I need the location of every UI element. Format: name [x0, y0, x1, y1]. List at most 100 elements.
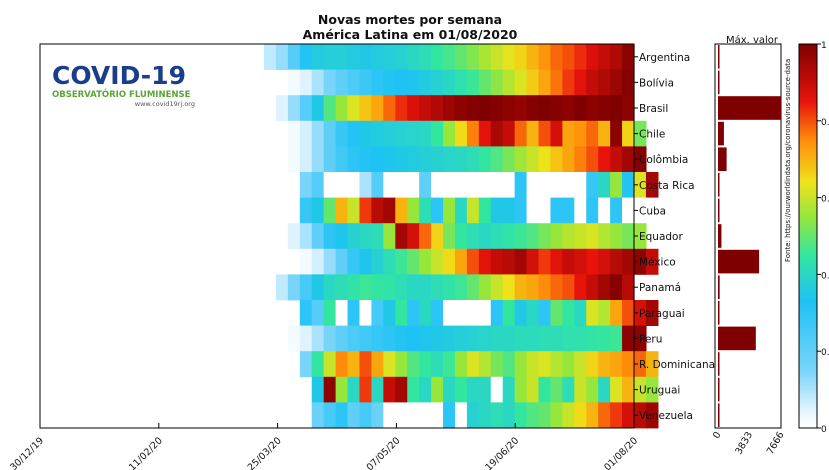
heatmap-cell [490, 146, 504, 173]
heatmap-cell [562, 274, 575, 301]
max-panel-title: Máx. valor [726, 34, 779, 46]
heatmap-cell [466, 325, 480, 352]
heatmap-cell [395, 44, 408, 70]
x-tick-label: 01/08/20 [602, 435, 640, 470]
heatmap-cell [431, 300, 444, 326]
heatmap-cell [526, 44, 540, 70]
heatmap-cell [478, 120, 492, 147]
heatmap-cell [311, 248, 325, 275]
heatmap-cell [526, 95, 540, 122]
heatmap-cell [502, 300, 516, 326]
heatmap-cell [502, 325, 516, 352]
heatmap-cell [299, 325, 313, 352]
heatmap-cell [311, 44, 325, 70]
heatmap-cell [502, 402, 516, 429]
heatmap-cell [562, 351, 575, 378]
heatmap-cell [466, 197, 480, 224]
heatmap-cell [478, 402, 492, 429]
heatmap-cell [323, 300, 337, 326]
heatmap-cell [311, 274, 325, 301]
heatmap-cell [359, 69, 373, 96]
heatmap-cell [550, 172, 563, 198]
heatmap-cell [419, 120, 432, 147]
heatmap-cell [443, 197, 456, 224]
heatmap-cell [586, 248, 599, 275]
heatmap-cell [550, 197, 563, 224]
heatmap-cell [383, 300, 396, 326]
heatmap-cell [323, 69, 337, 96]
country-label: Equador [639, 231, 683, 243]
heatmap-cell [526, 402, 540, 429]
heatmap-cell [419, 223, 432, 250]
heatmap-cell [598, 351, 611, 378]
colorbar-tick-label: 0. [821, 195, 829, 205]
country-label: México [639, 257, 676, 269]
heatmap-cell [598, 402, 611, 429]
heatmap-cell [645, 300, 659, 326]
heatmap-cell [634, 223, 647, 250]
max-value-bar [718, 301, 720, 325]
heatmap-cell [335, 300, 349, 326]
heatmap-cell [634, 248, 647, 275]
heatmap-cell [299, 69, 313, 96]
heatmap-cell [431, 351, 444, 378]
heatmap-cell [347, 274, 361, 301]
heatmap-cell [419, 274, 432, 301]
heatmap-cell [538, 300, 552, 326]
heatmap-cell [359, 274, 373, 301]
heatmap-cell [622, 146, 635, 173]
heatmap-cell [371, 172, 384, 198]
heatmap-cell [311, 95, 325, 122]
heatmap-cell [622, 351, 635, 378]
heatmap-cell [538, 69, 552, 96]
heatmap-cell [586, 351, 599, 378]
heatmap-cell [514, 146, 528, 173]
max-value-tick-label: 0 [711, 430, 724, 441]
heatmap-cell [299, 44, 313, 70]
heatmap-cell [645, 172, 659, 198]
heatmap-cell [466, 274, 480, 301]
heatmap-cell [550, 69, 563, 96]
heatmap-cell [622, 248, 635, 275]
heatmap-cell [550, 95, 563, 122]
heatmap-cell [586, 69, 599, 96]
heatmap-cell [502, 120, 516, 147]
heatmap-cell [514, 325, 528, 352]
country-label: Colômbia [639, 154, 688, 166]
heatmap-cell [264, 44, 277, 70]
heatmap-cell [407, 120, 420, 147]
heatmap-cell [311, 325, 325, 352]
heatmap-cell [359, 376, 373, 403]
heatmap-cell [586, 402, 599, 429]
heatmap-cell [347, 223, 361, 250]
heatmap-cell [514, 351, 528, 378]
heatmap-cell [598, 197, 611, 224]
heatmap-cell [454, 95, 468, 122]
heatmap-cell [490, 376, 504, 403]
heatmap-cell [347, 44, 361, 70]
heatmap-cell [550, 351, 563, 378]
max-value-bar [718, 403, 720, 427]
heatmap-cell [574, 44, 587, 70]
heatmap-cell [466, 248, 480, 275]
heatmap-cell [443, 274, 456, 301]
heatmap-cell [395, 402, 408, 429]
heatmap-cell [454, 325, 468, 352]
heatmap-cell [538, 197, 552, 224]
chart-subtitle: América Latina em 01/08/2020 [303, 27, 518, 42]
heatmap-cell [586, 223, 599, 250]
heatmap-cell [526, 69, 540, 96]
heatmap-cell [287, 223, 301, 250]
heatmap-cell [502, 146, 516, 173]
heatmap-cell [610, 69, 623, 96]
heatmap-cell [407, 69, 420, 96]
heatmap-cell [407, 172, 420, 198]
heatmap-cell [550, 146, 563, 173]
heatmap-cell [347, 197, 361, 224]
heatmap-cell [586, 376, 599, 403]
heatmap-cell [407, 402, 420, 429]
heatmap-cell [466, 376, 480, 403]
heatmap-cell [490, 274, 504, 301]
heatmap-cell [443, 69, 456, 96]
heatmap-cell [431, 197, 444, 224]
